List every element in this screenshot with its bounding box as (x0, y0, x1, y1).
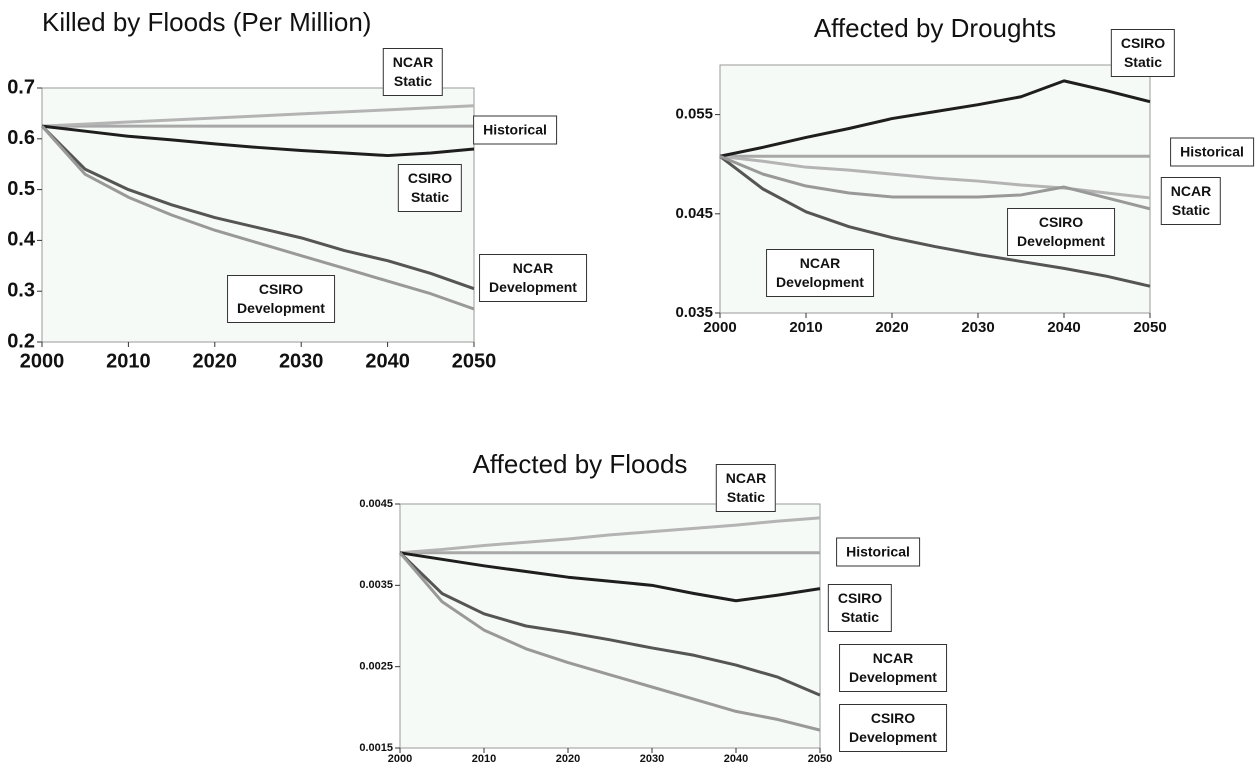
x-tick-label: 2030 (279, 350, 324, 372)
x-tick-label: 2020 (193, 350, 238, 372)
series-label: NCAR Development (479, 254, 587, 302)
series-label: CSIRO Static (827, 584, 893, 632)
y-tick-label: 0.0015 (359, 742, 393, 754)
x-tick-label: 2020 (556, 753, 580, 765)
series-label: NCAR Development (839, 644, 947, 692)
x-tick-label: 2030 (961, 319, 994, 336)
series-line (41, 104, 475, 128)
x-tick-label: 2000 (388, 753, 412, 765)
x-tick-label: 2050 (452, 350, 497, 372)
series-line (399, 551, 821, 603)
x-tick-label: 2030 (640, 753, 664, 765)
x-tick-label: 2000 (20, 350, 65, 372)
plot-area (399, 503, 821, 749)
series-label: CSIRO Static (397, 164, 463, 212)
series-line (398, 551, 821, 732)
series-label: Historical (1170, 137, 1254, 167)
series-line (399, 516, 821, 555)
y-tick-label: 0.045 (675, 205, 713, 222)
y-tick-label: 0.3 (7, 279, 35, 301)
y-tick-label: 0.0045 (359, 498, 393, 510)
series-label: CSIRO Development (839, 704, 947, 752)
y-tick-label: 0.6 (7, 127, 35, 149)
chart-title: Affected by Floods (473, 449, 688, 479)
x-tick-label: 2050 (1133, 319, 1166, 336)
y-tick-label: 0.7 (7, 76, 35, 98)
series-label: CSIRO Static (1110, 29, 1176, 77)
y-tick-label: 0.035 (675, 304, 713, 321)
y-tick-label: 0.0035 (359, 579, 393, 591)
x-tick-label: 2050 (808, 753, 832, 765)
series-label: NCAR Static (1160, 177, 1222, 225)
series-label: Historical (836, 537, 920, 567)
series-label: NCAR Development (766, 249, 874, 297)
series-line (398, 551, 821, 697)
chart-title: Affected by Droughts (814, 13, 1056, 43)
y-tick-label: 0.2 (7, 330, 35, 352)
series-label: Historical (473, 115, 557, 145)
series-line (41, 124, 475, 158)
x-tick-label: 2020 (875, 319, 908, 336)
series-label: NCAR Static (382, 48, 444, 96)
y-tick-label: 0.055 (675, 106, 713, 123)
series-line (40, 125, 475, 291)
x-tick-label: 2040 (1047, 319, 1080, 336)
x-tick-label: 2000 (703, 319, 736, 336)
x-tick-label: 2010 (472, 753, 496, 765)
series-line (719, 154, 1151, 211)
series-line (719, 155, 1151, 288)
series-label: CSIRO Development (227, 275, 335, 323)
x-tick-label: 2040 (365, 350, 410, 372)
series-label: NCAR Static (715, 464, 777, 512)
y-tick-label: 0.5 (7, 178, 35, 200)
x-tick-label: 2040 (724, 753, 748, 765)
chart-title: Killed by Floods (Per Million) (42, 7, 371, 37)
x-tick-label: 2010 (106, 350, 151, 372)
series-line (40, 125, 475, 311)
y-tick-label: 0.0025 (359, 661, 393, 673)
series-line (719, 79, 1151, 158)
y-tick-label: 0.4 (7, 229, 36, 251)
x-tick-label: 2010 (789, 319, 822, 336)
series-label: CSIRO Development (1007, 208, 1115, 256)
